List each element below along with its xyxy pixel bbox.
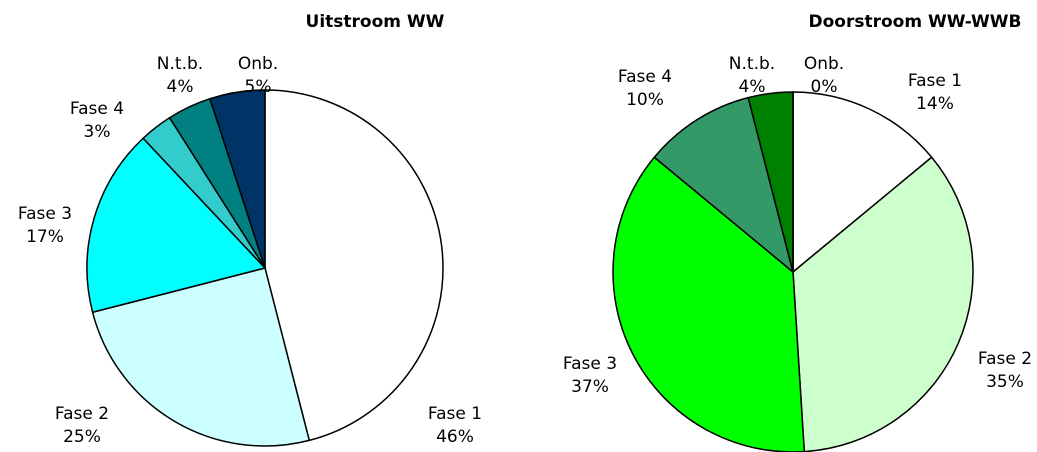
pie-slice (86, 137, 266, 314)
pie-slice (792, 156, 974, 452)
slice-value-label: 14% (916, 94, 954, 114)
slice-label: Fase 1 (428, 404, 482, 424)
pie-slice (209, 89, 266, 269)
slice-label: Onb. (804, 54, 844, 74)
slice-label: Fase 1 (908, 71, 962, 91)
slice-label: Fase 2 (55, 404, 109, 424)
slice-value-label: 4% (167, 77, 194, 97)
slice-value-label: 46% (436, 427, 474, 447)
pie-slice (792, 91, 933, 273)
slice-label: Fase 3 (18, 204, 72, 224)
slice-label: Fase 4 (618, 67, 672, 87)
slice-value-label: 25% (63, 427, 101, 447)
slice-label: Fase 2 (978, 349, 1032, 369)
slice-value-label: 3% (84, 122, 111, 142)
pie-slice (91, 267, 311, 447)
slice-label: N.t.b. (157, 54, 203, 74)
slice-value-label: 37% (571, 377, 609, 397)
pie-slice (264, 89, 444, 442)
slice-value-label: 35% (986, 372, 1024, 392)
slice-value-label: 10% (626, 90, 664, 110)
slice-value-label: 17% (26, 227, 64, 247)
slice-label: N.t.b. (729, 54, 775, 74)
pie-slice (612, 156, 806, 452)
pie-slice (653, 96, 794, 273)
slice-label: Fase 3 (563, 354, 617, 374)
slice-value-label: 4% (739, 77, 766, 97)
chart-title: Doorstroom WW-WWB (809, 12, 1022, 32)
slice-label: Onb. (238, 54, 278, 74)
chart-title: Uitstroom WW (306, 12, 445, 32)
slice-value-label: 0% (811, 77, 838, 97)
slice-value-label: 5% (245, 77, 272, 97)
slice-label: Fase 4 (70, 99, 124, 119)
